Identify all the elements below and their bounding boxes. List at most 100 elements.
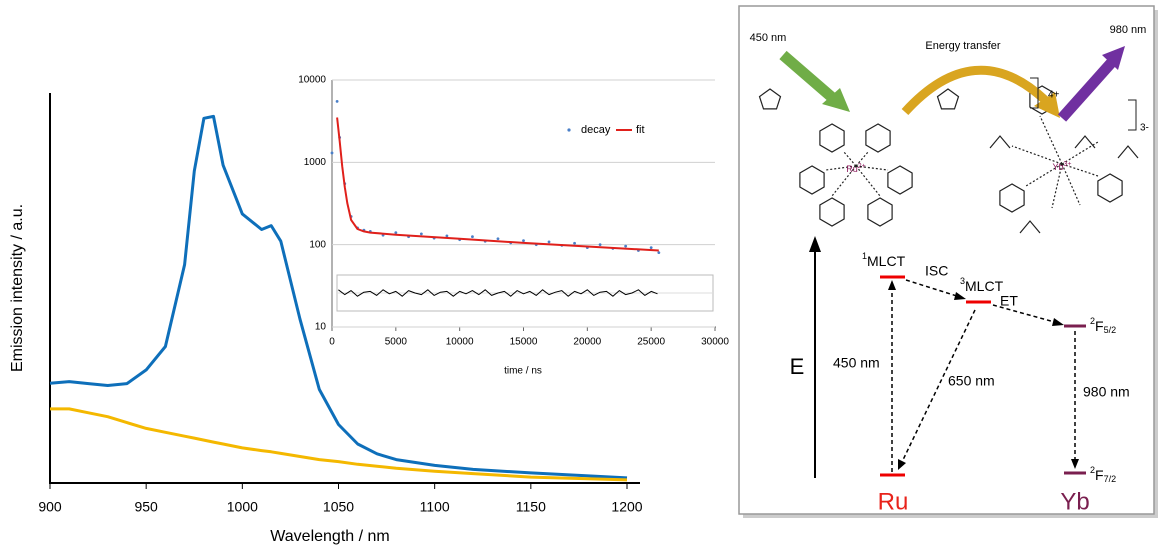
y-tick-label: 10: [315, 322, 327, 333]
transition-label: ISC: [925, 263, 948, 279]
legend-marker: [567, 128, 571, 132]
transition-label: 450 nm: [833, 355, 880, 371]
label: F: [1095, 318, 1104, 334]
energy-axis-head: [809, 236, 821, 252]
transfer-label: Energy transfer: [925, 40, 1001, 52]
molecules: [758, 85, 1139, 234]
data-point: [445, 234, 449, 238]
ring: [999, 183, 1025, 213]
x-tick-label: 20000: [573, 337, 601, 348]
arrow: [905, 279, 961, 298]
emission-arrow: [1057, 58, 1117, 122]
level-label: 3MLCT: [960, 276, 1004, 293]
carboxylate: [1019, 220, 1041, 234]
series-line: [50, 407, 628, 482]
symbol: Yb: [1053, 162, 1064, 172]
data-point: [419, 232, 423, 236]
arrow: [901, 309, 976, 463]
x-tick-label: 30000: [701, 337, 729, 348]
carboxylate: [1117, 145, 1139, 159]
x-tick-label: 10000: [446, 337, 474, 348]
inset-x-label: time / ns: [504, 366, 542, 377]
charge: 3-: [1140, 123, 1149, 134]
head: [888, 280, 896, 290]
legend-label: fit: [636, 124, 645, 136]
data-point: [496, 237, 500, 241]
x-tick-label: 15000: [510, 337, 538, 348]
symbol: Ru: [846, 164, 858, 174]
metal-yb: Yb3+: [1053, 161, 1072, 173]
excitation-head: [822, 88, 850, 112]
data-point: [573, 241, 576, 245]
data-point: [657, 251, 661, 255]
charge: 2+: [858, 163, 866, 170]
metal-ru: Ru2+: [846, 163, 866, 175]
bond: [855, 165, 889, 171]
x-tick-label: 1200: [611, 499, 642, 515]
arrow-heads: [888, 280, 1079, 470]
data-point: [394, 231, 398, 235]
carboxylate: [989, 135, 1011, 149]
x-tick-label: 0: [329, 337, 335, 348]
sup: 1: [862, 251, 867, 261]
x-tick-label: 1100: [420, 499, 450, 515]
excitation-label: 450 nm: [750, 32, 787, 44]
bond: [1039, 115, 1063, 165]
bond: [843, 151, 857, 167]
residual-line: [338, 289, 658, 297]
sub: 7/2: [1104, 474, 1117, 484]
species-ru: Ru: [878, 488, 909, 515]
ring: [819, 123, 845, 153]
sup: 2: [1090, 465, 1095, 475]
y-axis-label: Emission intensity / a.u.: [9, 204, 26, 372]
x-tick-label: 950: [134, 499, 158, 515]
ring: [865, 123, 891, 153]
bond: [825, 165, 857, 171]
ring: [887, 165, 913, 195]
head: [898, 459, 906, 470]
x-tick-label: 25000: [637, 337, 665, 348]
ring: [819, 197, 845, 227]
ring: [936, 88, 960, 110]
species-yb: Yb: [1060, 488, 1089, 515]
ring: [799, 165, 825, 195]
transition-label: 980 nm: [1083, 384, 1130, 400]
excitation-arrow: [779, 50, 839, 105]
data-point: [471, 235, 474, 239]
emission-label: 980 nm: [1110, 24, 1147, 36]
data-point: [522, 239, 525, 243]
y-tick-label: 10000: [298, 75, 326, 86]
data-point: [547, 240, 551, 244]
label: MLCT: [867, 253, 906, 269]
x-axis-label: Wavelength / nm: [270, 528, 389, 545]
transition-label: ET: [1000, 293, 1018, 309]
arrow: [992, 304, 1059, 324]
series-line: [49, 114, 628, 480]
transfer-head: [1034, 92, 1060, 118]
transitions: [891, 279, 1076, 472]
x-tick-label: 1000: [227, 499, 258, 515]
head: [1071, 459, 1079, 469]
bracket: [1030, 77, 1039, 109]
head: [1052, 318, 1064, 326]
data-point: [649, 246, 653, 250]
level-label: 2F5/2: [1090, 316, 1116, 335]
bond: [1051, 163, 1063, 209]
transfer-arrow: [901, 65, 1049, 116]
x-tick-label: 1050: [323, 499, 354, 515]
charge: 3+: [1064, 161, 1072, 168]
data-point: [624, 244, 628, 248]
emission-head: [1102, 46, 1125, 70]
level-label: 1MLCT: [862, 251, 906, 268]
label: F: [1095, 467, 1104, 483]
bond: [1061, 163, 1081, 206]
ring: [1097, 173, 1123, 203]
bracket: [1128, 99, 1137, 131]
sup: 2: [1090, 316, 1095, 326]
y-tick-label: 100: [309, 239, 326, 250]
ring: [758, 88, 782, 110]
bond: [831, 165, 857, 197]
data-point: [335, 99, 339, 103]
series-line: [336, 117, 659, 252]
